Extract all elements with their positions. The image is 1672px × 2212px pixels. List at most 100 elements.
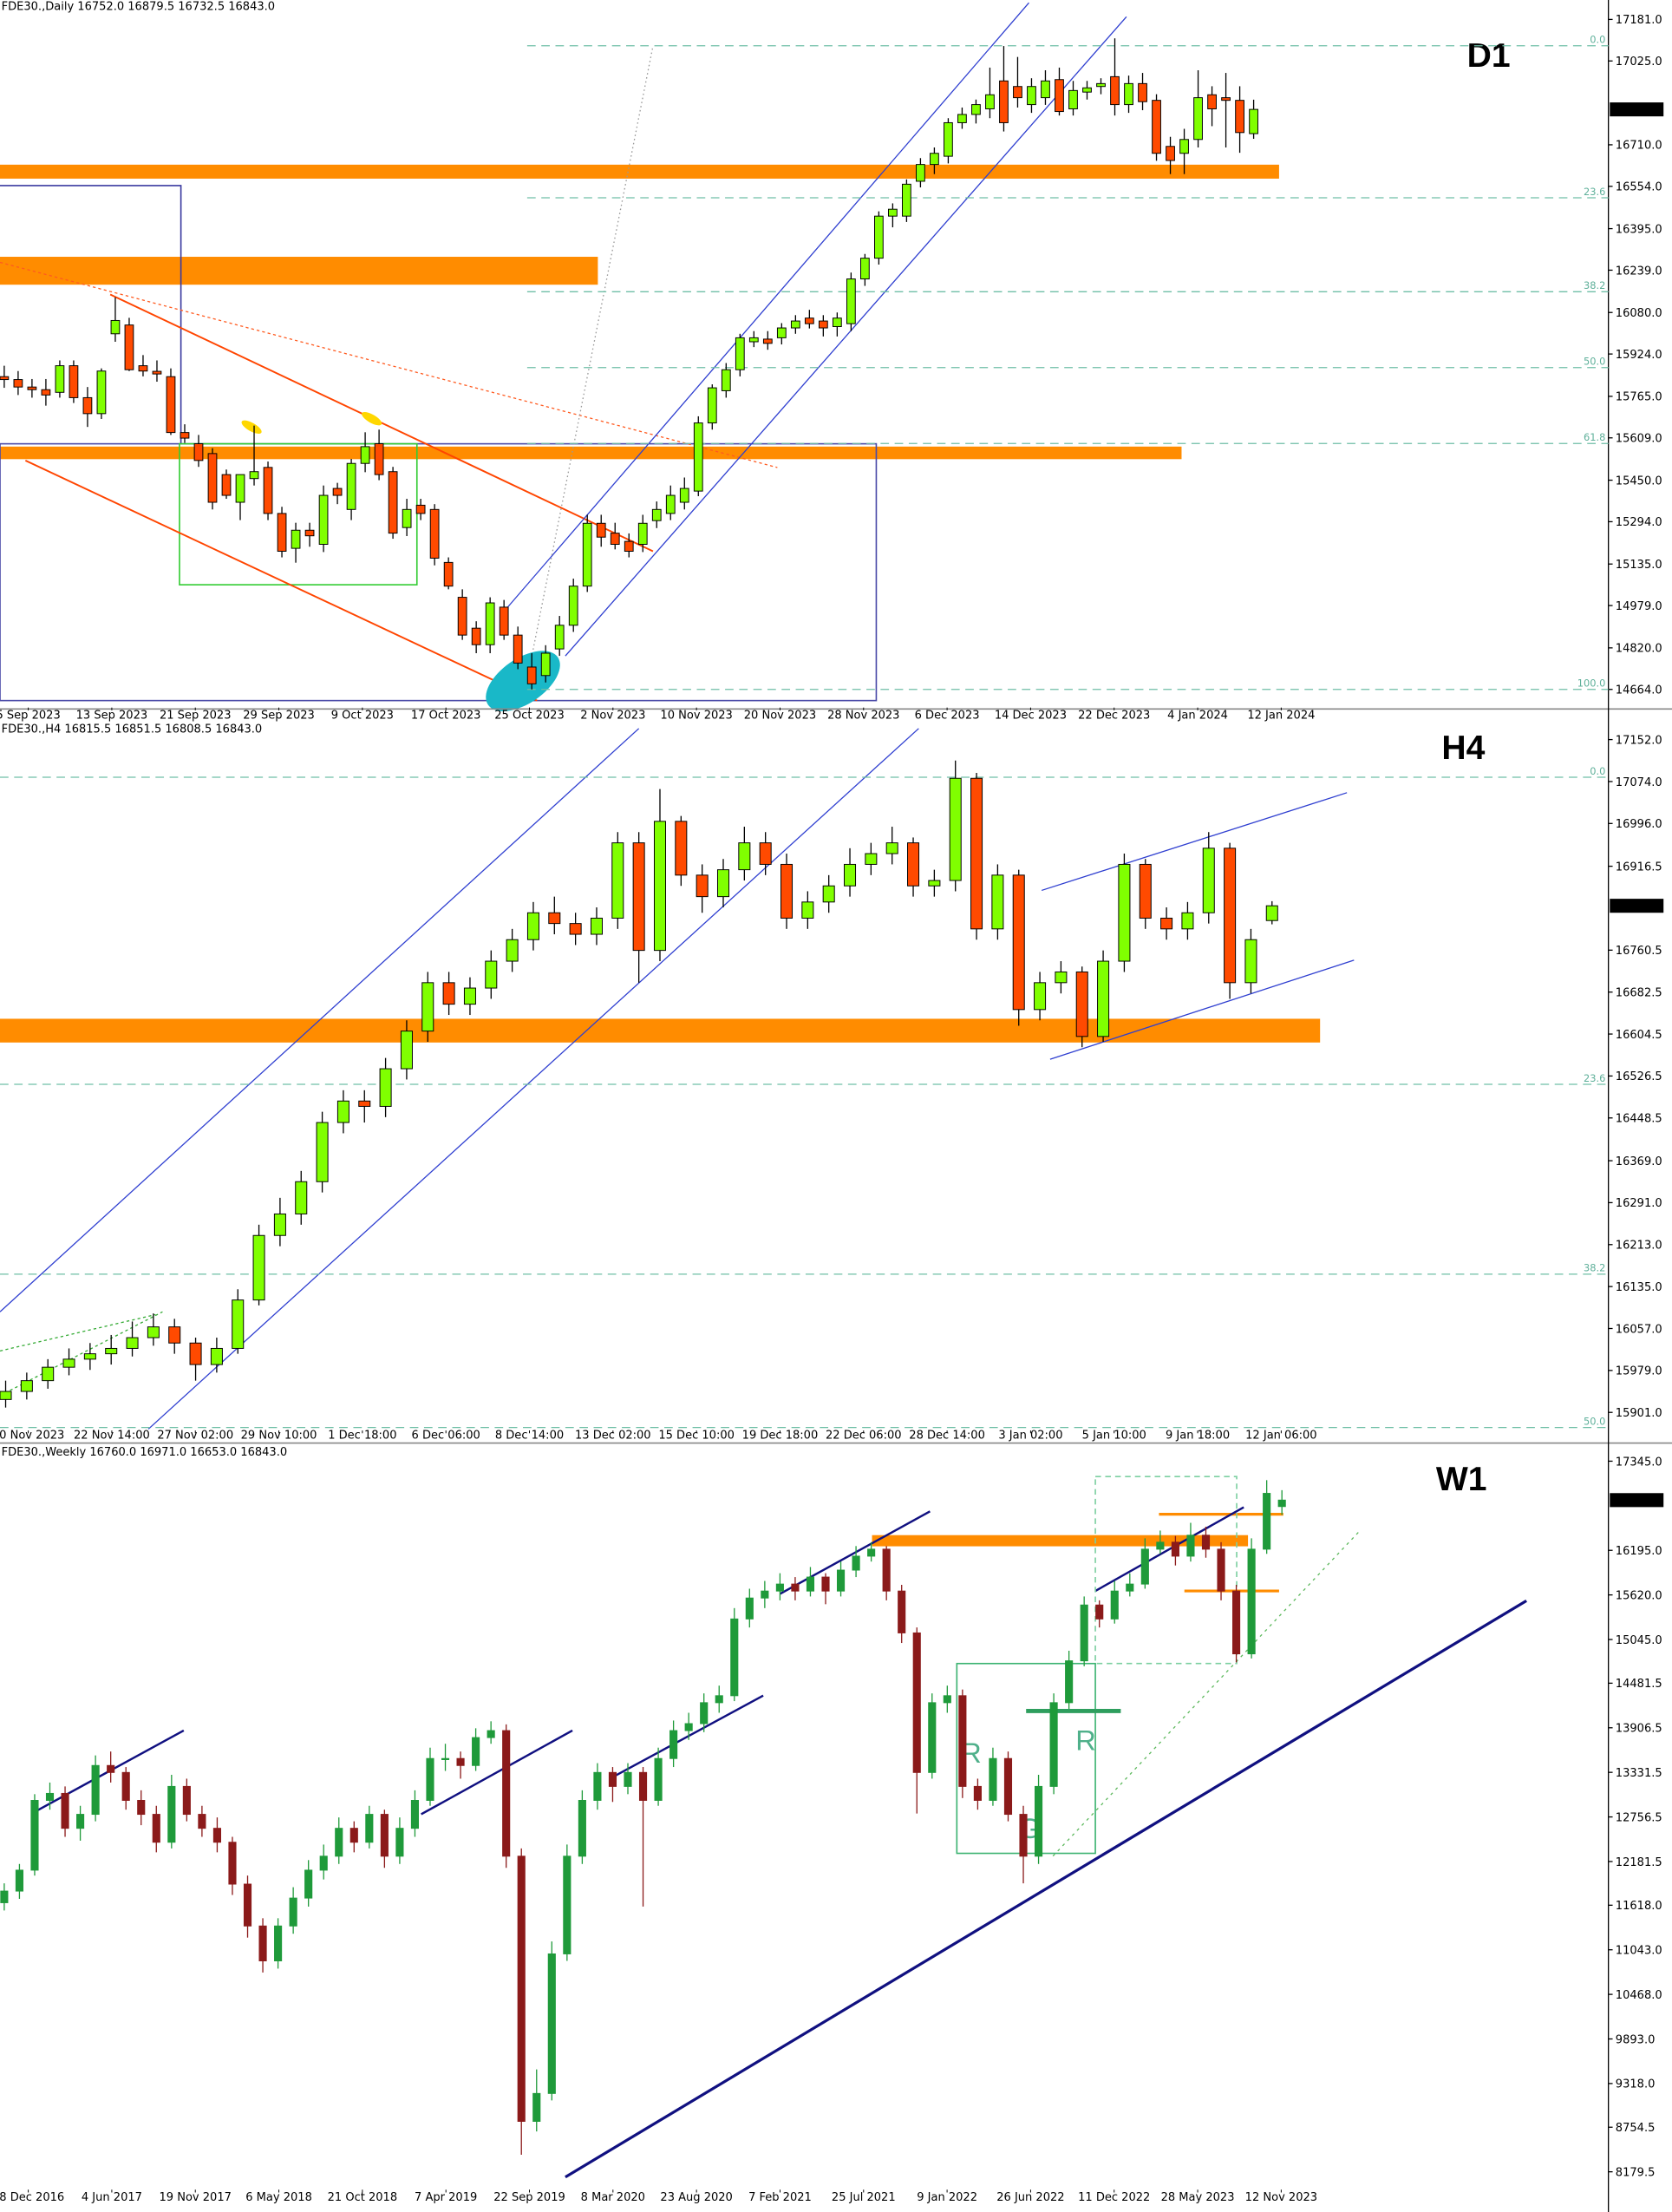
y-tick-label: 16526.5 — [1616, 1070, 1662, 1083]
candle-body — [69, 365, 79, 398]
x-tick-label: 5 Sep 2023 — [0, 710, 61, 723]
candle-body — [526, 912, 539, 940]
candle-body — [735, 337, 745, 370]
candle-body — [775, 1583, 784, 1592]
channel-line — [0, 728, 640, 1312]
candle-body — [1263, 1493, 1271, 1550]
candle-body — [844, 863, 857, 887]
candle-body — [243, 1883, 252, 1927]
x-tick-label: 22 Sep 2019 — [493, 2191, 565, 2204]
fib-label: 50.0 — [1584, 356, 1605, 368]
candle-body — [182, 1785, 191, 1816]
x-tick-label: 27 Nov 02:00 — [157, 1430, 233, 1443]
channel-line — [501, 2, 1029, 615]
candle-body — [1181, 912, 1194, 930]
candle-body — [684, 1723, 693, 1731]
candle-body — [395, 1828, 404, 1857]
candle-body — [1082, 87, 1092, 93]
y-tick-label: 14664.0 — [1616, 684, 1662, 697]
candle-body — [318, 494, 329, 545]
y-tick-label: 16604.5 — [1616, 1029, 1662, 1042]
fib-label: 38.2 — [1584, 1262, 1605, 1274]
candle-body — [970, 777, 983, 930]
x-tick-label: 12 Jan 2024 — [1247, 710, 1315, 723]
candle-body — [532, 2092, 541, 2122]
trend-line — [565, 1599, 1527, 2179]
current-price-label: 16843.0 — [1614, 104, 1661, 117]
candle-body — [1080, 1604, 1088, 1662]
candle-body — [457, 597, 467, 636]
candle-body — [379, 1068, 392, 1107]
y-tick-label: 9318.0 — [1616, 2078, 1656, 2091]
candle-body — [1068, 89, 1078, 109]
candle-body — [55, 365, 65, 393]
y-tick-label: 16395.0 — [1616, 223, 1662, 236]
candle-body — [0, 1890, 9, 1903]
current-price-tag — [1610, 899, 1664, 913]
candle-body — [83, 1353, 96, 1360]
candle-body — [1201, 1535, 1211, 1550]
candle-body — [1019, 1814, 1028, 1857]
candle-body — [1012, 874, 1025, 1011]
x-tick-label: 2 Nov 2023 — [580, 710, 645, 723]
candle-body — [1065, 1660, 1074, 1704]
y-tick-label: 14979.0 — [1616, 600, 1662, 613]
box — [1094, 1476, 1238, 1665]
candle-body — [821, 1576, 830, 1592]
candle-body — [867, 1548, 876, 1557]
x-tick-label: 21 Sep 2023 — [160, 710, 232, 723]
candle-body — [332, 488, 343, 496]
y-tick-label: 12756.5 — [1616, 1811, 1662, 1824]
x-tick-label: 6 May 2018 — [245, 2191, 312, 2204]
candle-body — [263, 467, 273, 514]
fib-label: 23.6 — [1584, 1072, 1605, 1084]
box — [0, 442, 878, 702]
candle-body — [761, 1590, 769, 1599]
zone — [0, 446, 1182, 460]
candle-body — [999, 80, 1009, 123]
candle-body — [780, 863, 794, 919]
candle-body — [1235, 100, 1244, 134]
candle-body — [167, 1785, 176, 1843]
candle-body — [487, 1730, 495, 1738]
x-tick-label: 13 Dec 02:00 — [575, 1430, 651, 1443]
fib-label: 0.0 — [1590, 34, 1605, 46]
candle-body — [1171, 1541, 1179, 1557]
y-tick-label: 14820.0 — [1616, 643, 1662, 656]
candle-body — [865, 853, 878, 865]
y-tick-label: 15924.0 — [1616, 349, 1662, 362]
candle-body — [651, 508, 662, 521]
candle-body — [62, 1358, 75, 1368]
candle-body — [499, 606, 509, 636]
y-tick-label: 11618.0 — [1616, 1900, 1662, 1913]
fib-label: 0.0 — [1590, 765, 1605, 777]
x-tick-label: 28 Nov 2023 — [827, 710, 899, 723]
candle-body — [506, 939, 519, 962]
y-tick-label: 15135.0 — [1616, 559, 1662, 572]
candle-body — [96, 370, 107, 415]
candle-body — [13, 379, 23, 388]
candle-body — [610, 533, 620, 545]
x-tick-label: 7 Feb 2021 — [748, 2191, 812, 2204]
candle-body — [957, 114, 967, 123]
candle-body — [818, 320, 828, 329]
candle-body — [669, 1730, 678, 1759]
x-tick-label: 22 Dec 06:00 — [826, 1430, 902, 1443]
y-tick-label: 10468.0 — [1616, 1989, 1662, 2002]
candle-body — [212, 1828, 222, 1843]
trend-line — [421, 1729, 573, 1816]
y-tick-label: 15620.0 — [1616, 1590, 1662, 1603]
y-tick-label: 16554.0 — [1616, 181, 1662, 194]
candle-body — [912, 1632, 921, 1773]
candle-body — [289, 1897, 297, 1927]
candle-body — [985, 94, 995, 109]
x-tick-label: 9 Jan 18:00 — [1166, 1430, 1230, 1443]
candle-body — [365, 1814, 374, 1843]
highlight — [241, 420, 262, 434]
candle-body — [463, 987, 476, 1005]
y-tick-label: 15901.0 — [1616, 1407, 1662, 1420]
candle-body — [1095, 1604, 1104, 1620]
candle-body — [105, 1347, 118, 1355]
candle-body — [696, 874, 709, 898]
